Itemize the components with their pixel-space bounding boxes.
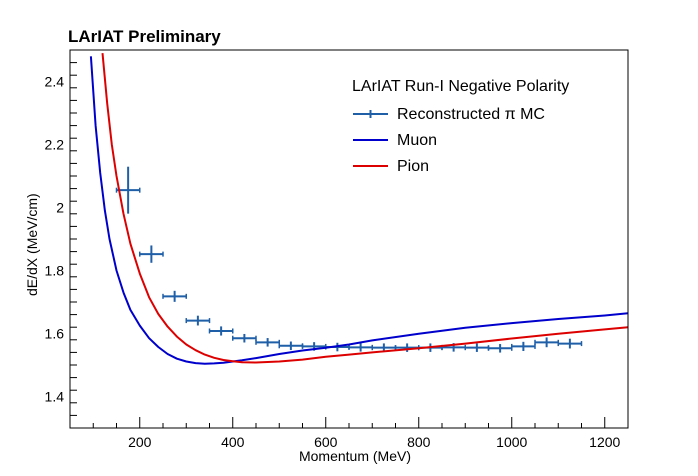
axis-ticks: 200 400 600 800 1000 1200 1.4 1.6 1.8 2 2.2 2.4 [45,62,629,450]
data-point [208,326,234,336]
x-tick-label: 600 [314,434,338,450]
data-point [511,341,536,351]
data-point [487,344,513,353]
data-point [162,290,187,302]
x-axis-label: Momentum (MeV) [299,448,411,464]
y-tick-label: 2.4 [45,74,65,90]
legend-label-reco: Reconstructed π MC [397,106,545,123]
data-point [255,338,280,347]
y-tick-label: 1.4 [45,389,65,405]
data-point [115,166,141,214]
data-point [534,337,559,348]
y-tick-label: 2.2 [45,137,65,153]
legend: LArIAT Run-I Negative Polarity Reconstru… [352,78,569,175]
data-point [185,315,211,326]
x-tick-label: 200 [128,434,152,450]
y-tick-label: 2 [56,200,64,216]
series-line-pion [101,53,628,364]
y-tick-label: 1.6 [45,326,65,342]
x-tick-label: 1200 [589,434,620,450]
data-point [557,338,583,349]
legend-label-pion: Pion [397,158,429,175]
plot-series [89,53,628,365]
data-point [232,333,257,343]
y-axis-label: dE/dX (MeV/cm) [24,193,40,296]
data-point [278,341,304,351]
legend-label-muon: Muon [397,132,437,149]
data-point [464,343,490,352]
x-tick-label: 400 [221,434,245,450]
legend-title: LArIAT Run-I Negative Polarity [352,78,569,95]
chart-title: LArIAT Preliminary [68,27,221,46]
x-tick-label: 800 [407,434,431,450]
series-line-muon [89,56,628,365]
data-point [139,245,164,263]
y-tick-label: 1.8 [45,263,65,279]
plot-frame [69,49,629,429]
x-tick-label: 1000 [496,434,527,450]
